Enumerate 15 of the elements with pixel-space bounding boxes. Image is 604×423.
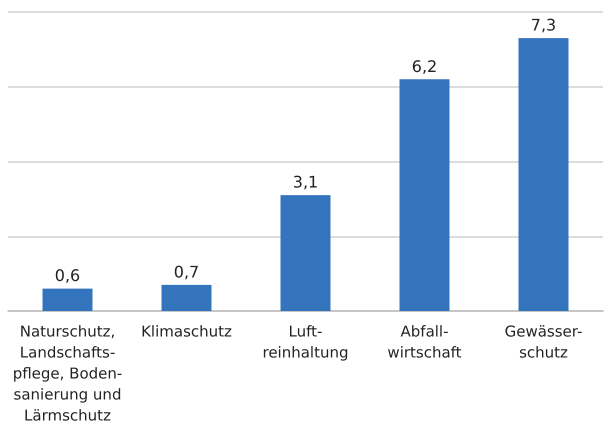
data-label: 3,1 [292,172,318,192]
bar [400,79,450,311]
x-tick-label: Naturschutz, Landschafts- pflege, Boden- sanierung und Lärmschutz [12,322,122,423]
x-tick-label: Klimaschutz [141,322,232,340]
x-tick-label: Luft- reinhaltung [262,322,349,362]
data-label: 0,6 [54,266,80,286]
x-tick-label: Abfall- wirtschaft [387,322,462,362]
data-label: 7,3 [530,16,556,35]
bar [162,284,212,311]
data-label: 0,7 [174,262,200,282]
bar [518,38,568,311]
bar [42,288,92,311]
x-tick-label: Gewässer- schutz [504,322,582,362]
data-label: 6,2 [412,56,438,76]
bar [280,195,330,311]
